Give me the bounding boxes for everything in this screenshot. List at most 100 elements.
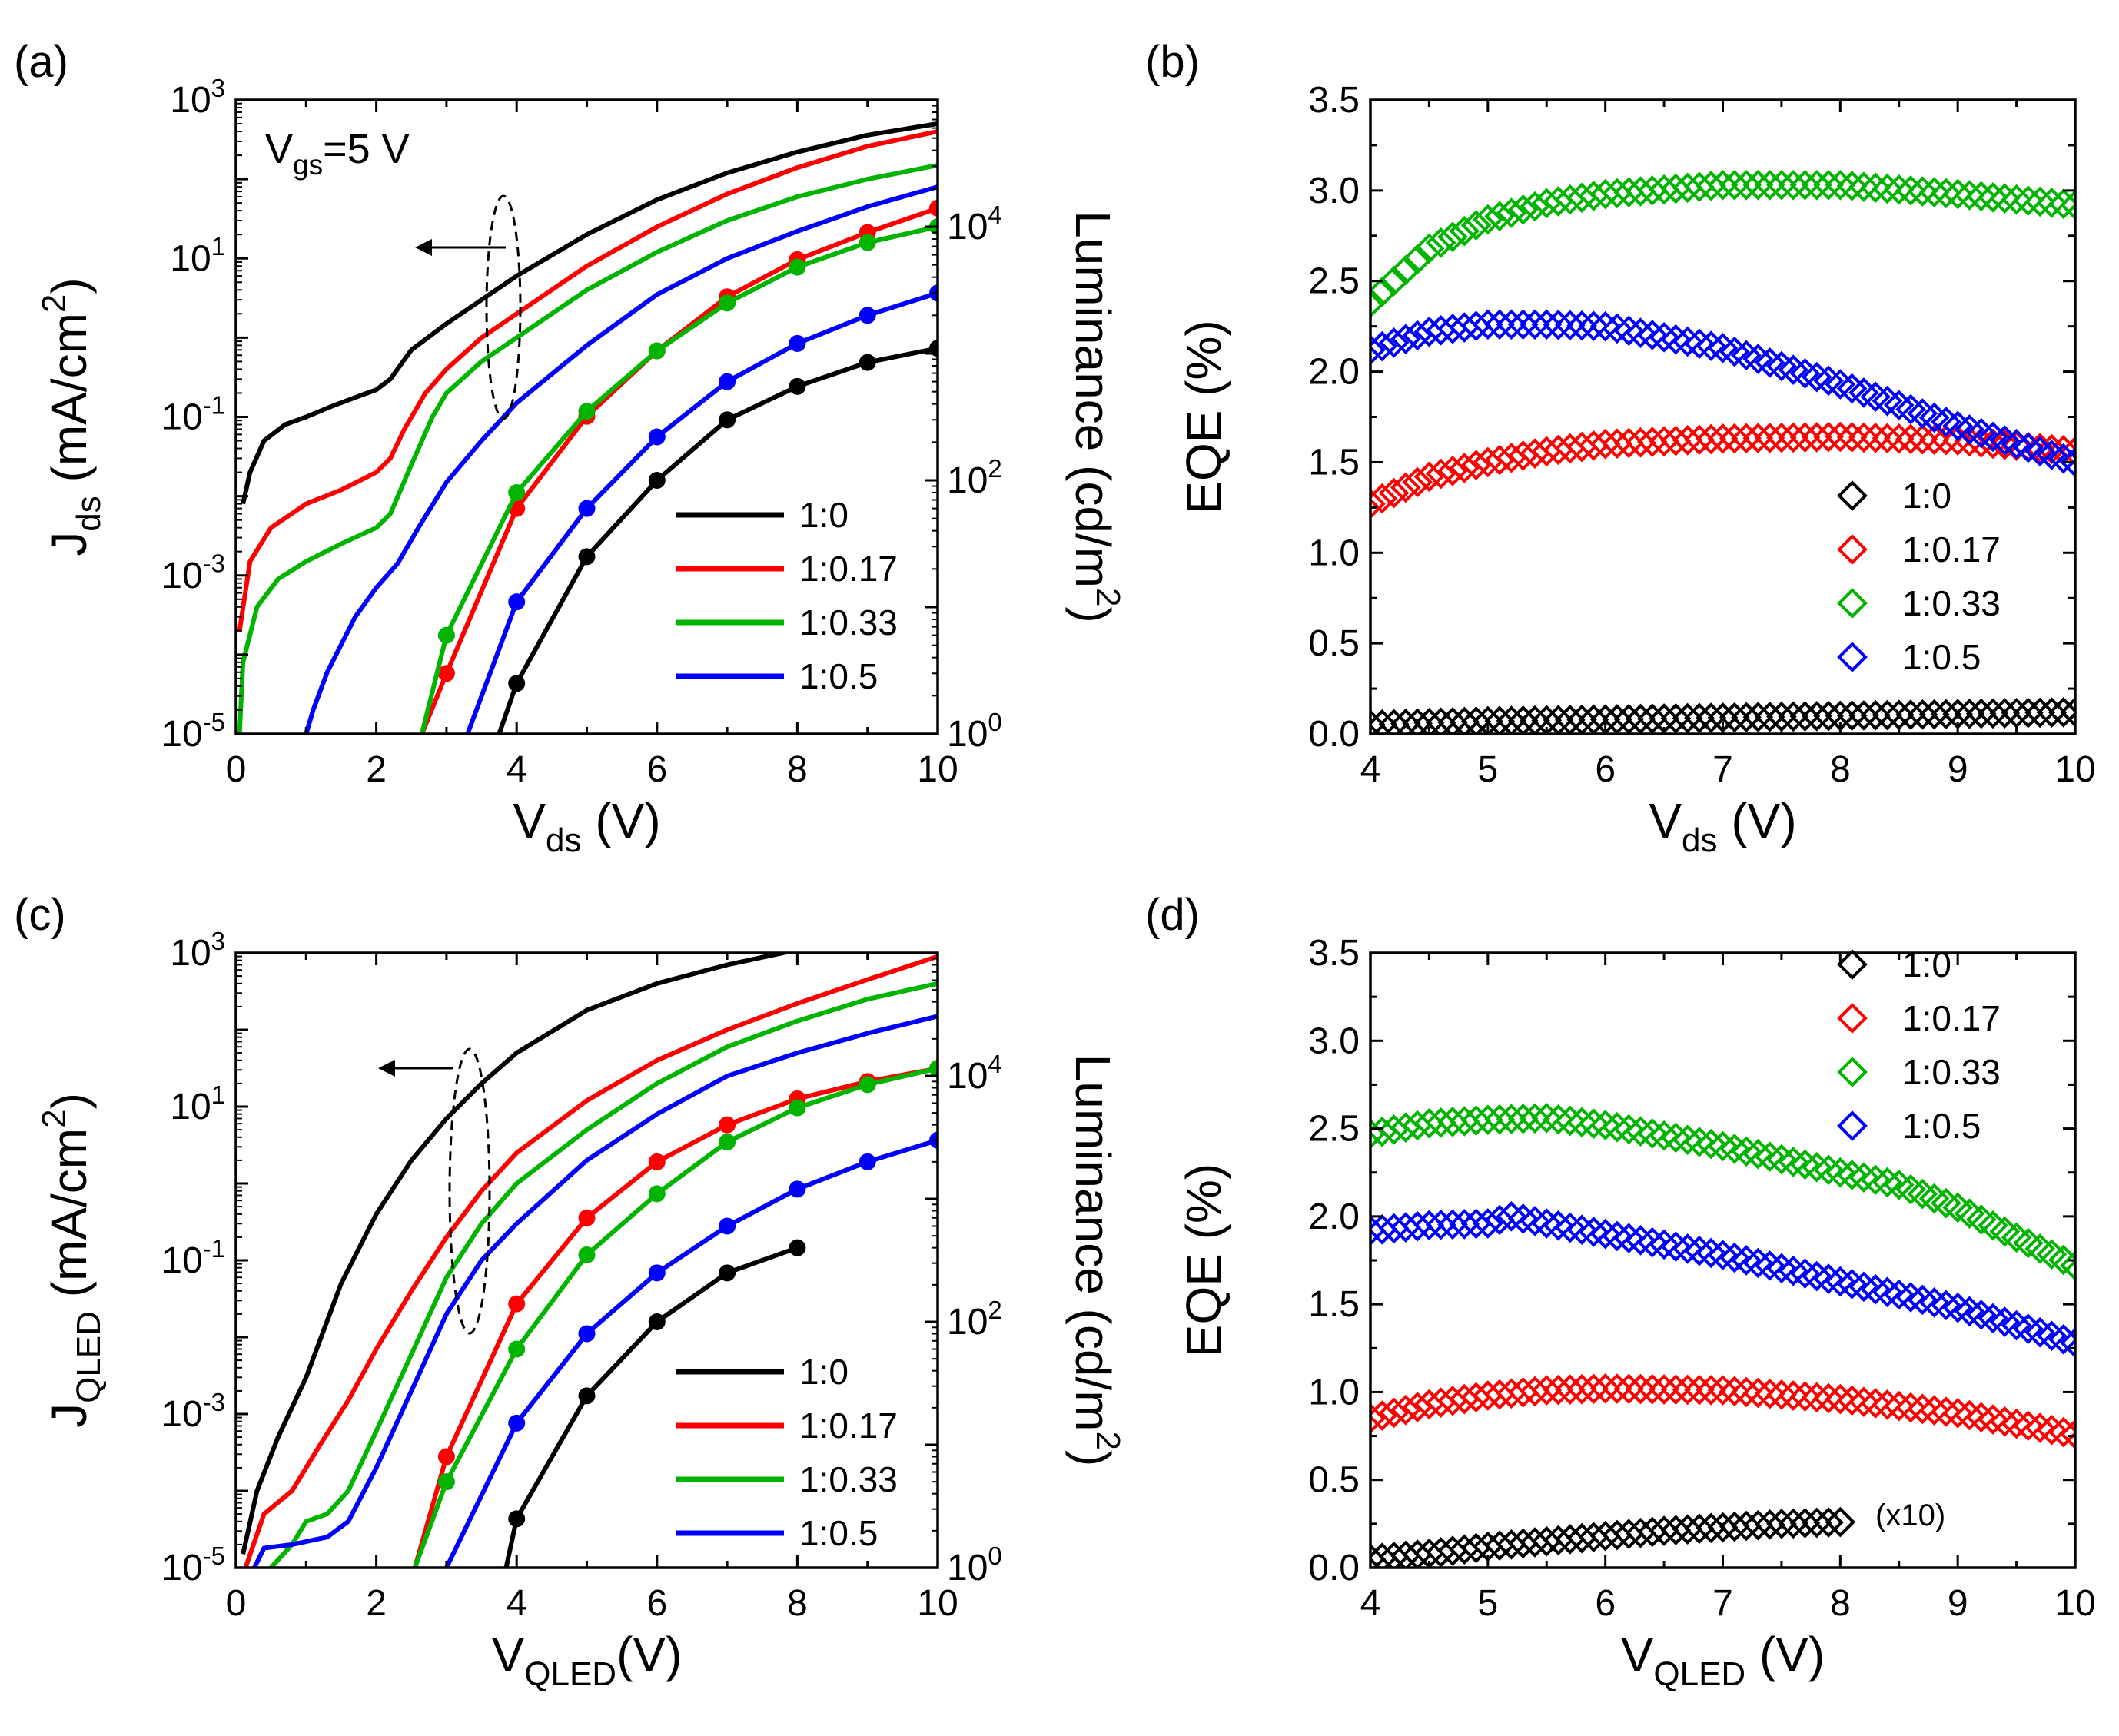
eqe-marker-1:0.17 <box>1965 1402 1997 1433</box>
x-tick-label: 7 <box>1712 749 1733 790</box>
eqe-marker-1:0.5 <box>2024 1316 2055 1348</box>
eqe-marker-1:0.17 <box>1413 461 1445 493</box>
y-tick-label: 2.0 <box>1308 1197 1360 1237</box>
eqe-marker-1:0.33 <box>1672 172 1703 204</box>
eqe-marker-1:0.5 <box>1602 1220 1632 1252</box>
eqe-marker-1:0.5 <box>1460 310 1492 341</box>
luminance-point <box>719 411 736 429</box>
eqe-marker-1:0.17 <box>1942 1398 1973 1429</box>
eqe-marker-1:0.5 <box>1789 358 1821 389</box>
eqe-marker-1:0.17 <box>2036 433 2068 465</box>
luminance-point <box>789 1180 806 1198</box>
eqe-marker-1:0.5 <box>1989 1306 2021 1337</box>
eqe-marker-1:0.5 <box>2060 1327 2075 1359</box>
eqe-marker-1:0.5 <box>1978 1303 2008 1334</box>
luminance-point <box>789 1239 806 1256</box>
eqe-marker-1:0.33 <box>1766 1144 1797 1175</box>
luminance-line-1:0.5 <box>444 1137 938 1568</box>
eqe-marker-1:0.17 <box>1766 422 1797 453</box>
legend-label: 1:0 <box>1902 476 1951 516</box>
eqe-marker-1:0.17 <box>1742 1377 1774 1409</box>
eqe-marker-1:0.17 <box>1660 425 1692 456</box>
eqe-marker-1:0.33 <box>1813 1154 1844 1186</box>
luminance-point <box>578 548 596 566</box>
legend-label: 1:0 <box>799 495 849 535</box>
eqe-marker-1:0 <box>1613 703 1645 734</box>
eqe-marker-1:0.17 <box>1860 423 1891 453</box>
eqe-marker-1:0.17 <box>1836 1385 1868 1416</box>
eqe-marker-1:0.5 <box>2060 446 2075 478</box>
plot-area <box>241 953 938 1568</box>
current-density-line-1:0.33 <box>237 163 938 734</box>
eqe-marker-1:0 <box>1965 698 1997 729</box>
eqe-marker-1:0.17 <box>1484 1379 1515 1410</box>
legend-label: 1:0.17 <box>799 1406 898 1446</box>
x-tick-label: 10 <box>917 749 958 790</box>
eqe-marker-1:0 <box>1989 698 2021 729</box>
eqe-marker-1:0.5 <box>1778 354 1809 386</box>
legend-label: 1:0.5 <box>799 1513 878 1553</box>
eqe-marker-1:0 <box>1931 699 1961 730</box>
luminance-line-1:0.5 <box>465 290 938 734</box>
eqe-marker-1:0 <box>1789 701 1821 732</box>
eqe-marker-1:0.17 <box>1370 483 1398 514</box>
eqe-marker-1:0 <box>1872 699 1903 731</box>
eqe-marker-1:0.5 <box>1813 1263 1844 1294</box>
x-tick-label: 9 <box>1948 749 1968 790</box>
eqe-marker-1:0.17 <box>1731 423 1762 454</box>
eqe-marker-1:0.5 <box>1520 1206 1550 1236</box>
eqe-marker-1:0 <box>1613 1519 1645 1549</box>
eqe-marker-1:0.5 <box>1825 1266 1856 1297</box>
eqe-marker-1:0.5 <box>1578 310 1609 341</box>
eqe-marker-1:0.33 <box>1848 1162 1879 1193</box>
eqe-marker-1:0.33 <box>1496 197 1527 228</box>
eqe-marker-1:0.33 <box>1848 171 1879 202</box>
eqe-marker-1:0.5 <box>1813 365 1844 397</box>
eqe-marker-1:0.17 <box>1554 433 1586 464</box>
luminance-point <box>789 258 806 276</box>
luminance-point <box>719 294 736 312</box>
eqe-marker-1:0.33 <box>1742 1138 1774 1170</box>
eqe-marker-1:0.17 <box>1578 430 1609 461</box>
eqe-marker-1:0.33 <box>1370 277 1398 307</box>
y-tick-label-right: 100​ <box>947 1542 1002 1588</box>
luminance-point <box>508 675 526 692</box>
current-density-line-1:0 <box>241 953 794 1555</box>
eqe-marker-1:0 <box>1836 700 1868 732</box>
x-tick-label: 8 <box>1830 749 1851 790</box>
eqe-marker-1:0 <box>1378 1542 1410 1568</box>
eqe-marker-1:0.17 <box>1613 1373 1645 1405</box>
luminance-point <box>578 403 596 420</box>
eqe-marker-1:0 <box>1742 1509 1774 1541</box>
axes-frame <box>1369 98 2077 735</box>
legend-label: 1:0.5 <box>799 656 878 696</box>
eqe-marker-1:0.33 <box>2060 189 2075 221</box>
eqe-marker-1:0.33 <box>1413 233 1445 264</box>
eqe-marker-1:0.17 <box>1370 1400 1398 1431</box>
eqe-marker-1:0 <box>2036 697 2068 729</box>
eqe-marker-1:0.17 <box>1813 1382 1844 1414</box>
eqe-marker-1:0 <box>1778 1508 1809 1539</box>
eqe-marker-1:0.33 <box>1460 210 1492 241</box>
eqe-marker-1:0.17 <box>2001 1408 2032 1439</box>
eqe-marker-1:0.33 <box>1731 169 1762 201</box>
eqe-marker-1:0 <box>1672 702 1703 734</box>
eqe-marker-1:0.17 <box>1425 1387 1456 1418</box>
eqe-marker-1:0.17 <box>1636 1373 1668 1405</box>
panel-label: (a) <box>14 37 68 87</box>
luminance-point <box>859 1076 876 1094</box>
y-tick-label: 1.0 <box>1308 533 1360 573</box>
eqe-marker-1:0 <box>1848 700 1879 731</box>
eqe-marker-1:0 <box>1813 1507 1844 1538</box>
luminance-point <box>648 1153 666 1170</box>
eqe-marker-1:0.17 <box>1578 1373 1609 1405</box>
luminance-point <box>929 1060 938 1077</box>
eqe-marker-1:0.17 <box>1531 436 1563 467</box>
luminance-line-1:0 <box>503 1245 799 1568</box>
y-tick-label: 0.5 <box>1308 1460 1360 1501</box>
x-axis-label: Vds​ (V) <box>513 793 660 859</box>
eqe-marker-1:0.5 <box>1625 1225 1656 1256</box>
y-axis-label-right: Luminance (cd/m2​) <box>1065 1054 1127 1467</box>
x-tick-label: 10 <box>917 1583 958 1624</box>
eqe-marker-1:0 <box>1602 1519 1632 1551</box>
